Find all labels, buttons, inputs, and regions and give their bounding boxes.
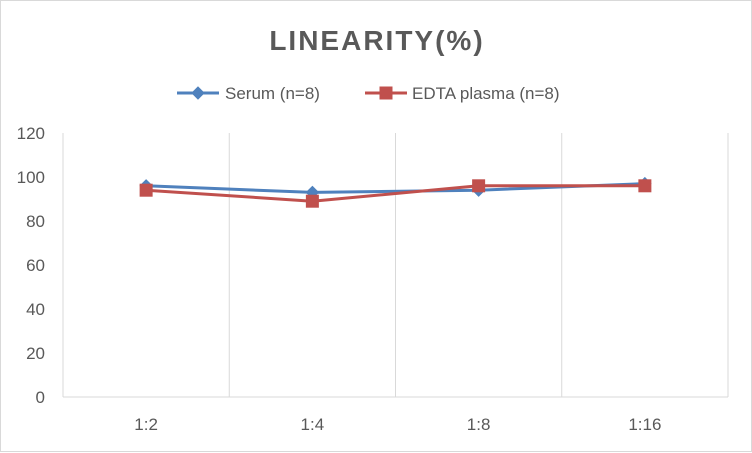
data-point-series-2	[139, 183, 153, 197]
y-tick-label: 40	[26, 300, 45, 319]
legend-marker-2	[379, 86, 393, 100]
x-tick-label: 1:16	[628, 415, 661, 434]
y-tick-label: 100	[17, 168, 45, 187]
chart-title: LINEARITY(%)	[269, 25, 484, 56]
y-tick-label: 60	[26, 256, 45, 275]
data-point-series-2	[638, 179, 652, 193]
legend-label-1: Serum (n=8)	[225, 84, 320, 103]
data-point-series-2	[472, 179, 486, 193]
y-tick-label: 120	[17, 124, 45, 143]
y-tick-label: 80	[26, 212, 45, 231]
plot-area: 0 20 40 60 80 100 120 1:2 1:4 1:8 1:16	[17, 124, 729, 434]
x-tick-label: 1:8	[467, 415, 491, 434]
x-tick-label: 1:4	[301, 415, 325, 434]
y-tick-label: 20	[26, 344, 45, 363]
series-line-2	[144, 184, 647, 203]
legend-marker-1	[191, 86, 205, 100]
data-point-series-2	[305, 194, 319, 208]
legend-label-2: EDTA plasma (n=8)	[412, 84, 560, 103]
legend: Serum (n=8) EDTA plasma (n=8)	[177, 84, 560, 103]
y-tick-label: 0	[36, 388, 45, 407]
x-tick-label: 1:2	[134, 415, 158, 434]
